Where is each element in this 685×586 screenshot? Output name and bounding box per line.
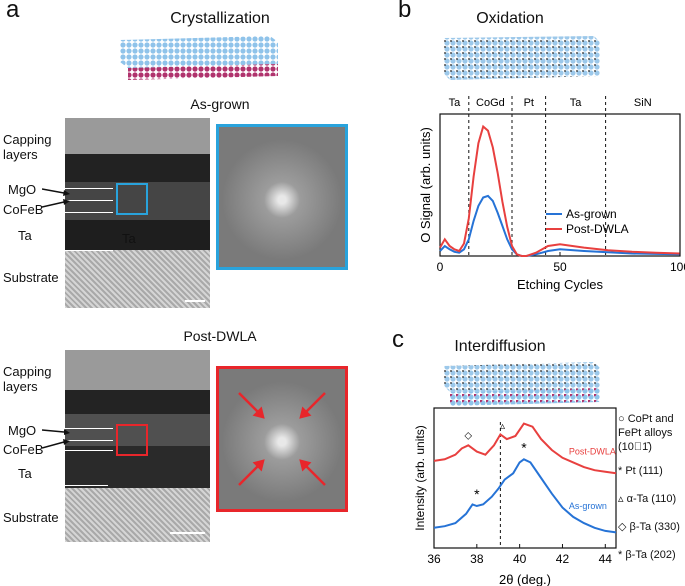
series-line-as-grown bbox=[439, 194, 681, 257]
arrows-post-dwla bbox=[42, 429, 70, 449]
label-mgo-post: MgO bbox=[8, 423, 37, 438]
legend-symbol: * bbox=[618, 465, 623, 477]
panel-letter-b: b bbox=[398, 0, 412, 23]
tem-image-post-dwla bbox=[65, 350, 210, 542]
layer-line bbox=[58, 440, 113, 441]
roi-box-as-grown bbox=[116, 183, 148, 215]
label-cofeb: CoFeB bbox=[3, 202, 44, 217]
layer-line bbox=[58, 200, 113, 201]
label-ta: Ta bbox=[18, 228, 32, 243]
legend-text: Pt (111) bbox=[625, 465, 663, 477]
series-label: Post-DWLA bbox=[569, 447, 616, 457]
fft-post-dwla bbox=[216, 366, 348, 512]
legend-item: * β-Ta (202) bbox=[618, 548, 685, 562]
x-tick-label: 100 bbox=[670, 260, 685, 274]
layer-line bbox=[58, 212, 113, 213]
layer-line bbox=[58, 485, 108, 486]
panel-letter-a: a bbox=[6, 0, 20, 23]
panel-c-title: Interdiffusion bbox=[454, 338, 546, 355]
roi-box-post-dwla bbox=[116, 424, 148, 456]
series-line-post-dwla bbox=[433, 422, 617, 475]
legend-symbol: * bbox=[618, 549, 623, 561]
legend-text: β-Ta (330) bbox=[629, 521, 680, 533]
x-tick-label: 36 bbox=[427, 552, 441, 566]
oxidation-chart: Ta CoGd Pt Ta SiN 0 50 100 Etching Cycles O Signa… bbox=[418, 96, 685, 292]
legend-item: ◇ β-Ta (330) bbox=[618, 520, 685, 534]
as-grown-heading: As-grown bbox=[190, 96, 250, 112]
oxidation-schematic bbox=[444, 36, 600, 80]
x-tick-label: 42 bbox=[556, 552, 570, 566]
plot-frame bbox=[439, 113, 681, 257]
peak-marker: ▵ bbox=[500, 421, 505, 432]
panel-b-title: Oxidation bbox=[476, 10, 544, 27]
layer-label: SiN bbox=[634, 97, 652, 109]
layer-label: CoGd bbox=[476, 97, 505, 109]
legend-item: ▵ α-Ta (110) bbox=[618, 492, 685, 506]
label-ta-inner: Ta bbox=[122, 231, 136, 246]
interdiffusion-schematic bbox=[444, 362, 600, 406]
label-mgo: MgO bbox=[8, 182, 37, 197]
x-tick-label: 38 bbox=[470, 552, 484, 566]
label-substrate-post: Substrate bbox=[3, 510, 59, 525]
legend-label: As-grown bbox=[566, 207, 617, 221]
tem-image-as-grown bbox=[65, 118, 210, 308]
panel-a-title: Crystallization bbox=[170, 10, 270, 27]
legend-text: CoPt and FePt alloys (10 1̄) bbox=[618, 413, 674, 453]
layer-label: Pt bbox=[524, 97, 534, 109]
layer-line bbox=[58, 428, 113, 429]
peak-marker: * bbox=[521, 439, 527, 455]
label-substrate: Substrate bbox=[3, 270, 59, 285]
series-label: As-grown bbox=[569, 501, 607, 511]
legend-item: * Pt (111) bbox=[618, 464, 685, 478]
legend-item: ○ CoPt and FePt alloys (10 1̄) bbox=[618, 412, 685, 454]
y-axis-label: Intensity (arb. units) bbox=[413, 425, 427, 530]
layer-line bbox=[58, 450, 113, 451]
y-axis-label: O Signal (arb. units) bbox=[418, 127, 433, 243]
legend-label: Post-DWLA bbox=[566, 222, 629, 236]
legend-symbol: ▵ bbox=[618, 493, 624, 505]
legend-text: α-Ta (110) bbox=[626, 493, 677, 505]
layer-label: Ta bbox=[449, 97, 462, 109]
crystal-schematic-a bbox=[120, 36, 278, 80]
legend-symbol: ◇ bbox=[618, 521, 627, 533]
peak-marker: * bbox=[474, 486, 480, 502]
label-capping: Capping layers bbox=[3, 132, 52, 162]
x-axis-label: 2θ (deg.) bbox=[499, 572, 551, 586]
xrd-legend: ○ CoPt and FePt alloys (10 1̄) * Pt (111… bbox=[618, 412, 685, 562]
label-cofeb-post: CoFeB bbox=[3, 442, 44, 457]
layer-line bbox=[58, 188, 113, 189]
plot-frame bbox=[433, 407, 617, 549]
x-tick-label: 50 bbox=[553, 260, 567, 274]
x-tick-label: 0 bbox=[437, 260, 444, 274]
xrd-chart: Post-DWLA As-grown ◇ ▵ * * 36 38 40 42 44 2θ (deg.)… bbox=[413, 407, 617, 586]
legend-symbol: ○ bbox=[618, 413, 625, 425]
post-dwla-heading: Post-DWLA bbox=[183, 328, 257, 344]
series-line-as-grown bbox=[433, 458, 617, 534]
peak-marker: ◇ bbox=[464, 430, 472, 441]
layer-line bbox=[58, 250, 113, 251]
panel-letter-c: c bbox=[392, 326, 404, 353]
legend-text: β-Ta (202) bbox=[625, 549, 676, 561]
x-tick-label: 44 bbox=[599, 552, 613, 566]
label-capping-post: Capping layers bbox=[3, 364, 52, 394]
fft-as-grown bbox=[216, 124, 348, 270]
label-ta-post: Ta bbox=[18, 466, 32, 481]
x-axis-label: Etching Cycles bbox=[517, 277, 603, 292]
arrows-as-grown bbox=[42, 188, 70, 208]
layer-label: Ta bbox=[570, 97, 583, 109]
series-line-post-dwla bbox=[439, 124, 681, 257]
x-tick-label: 40 bbox=[513, 552, 527, 566]
